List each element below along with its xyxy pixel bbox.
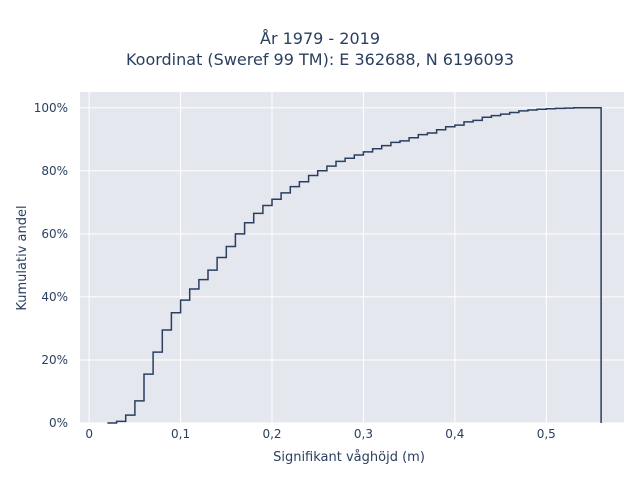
y-tick-label: 40%: [41, 290, 68, 304]
x-tick-label: 0,2: [262, 427, 281, 441]
x-tick-label: 0,3: [354, 427, 373, 441]
x-tick-label: 0,5: [537, 427, 556, 441]
x-tick-label: 0,4: [445, 427, 464, 441]
y-axis-title: Kumulativ andel: [15, 205, 30, 310]
plot-area: [80, 92, 624, 423]
y-tick-label: 60%: [41, 227, 68, 241]
chart-title-line1: År 1979 - 2019: [260, 29, 380, 48]
ecdf-line: [107, 107, 602, 424]
x-axis-title: Signifikant våghöjd (m): [273, 450, 425, 465]
x-tick-label: 0: [85, 427, 93, 441]
x-tick-label: 0,1: [171, 427, 190, 441]
y-axis-ticks: 0% 20% 40% 60% 80% 100%: [34, 101, 68, 430]
x-axis-ticks: 0 0,1 0,2 0,3 0,4 0,5: [85, 427, 556, 441]
grid-lines: [80, 92, 624, 424]
y-tick-label: 0%: [49, 416, 68, 430]
chart-title-line2: Koordinat (Sweref 99 TM): E 362688, N 61…: [125, 50, 515, 69]
y-tick-label: 20%: [41, 353, 68, 367]
y-tick-label: 80%: [41, 164, 68, 178]
y-tick-label: 100%: [34, 101, 68, 115]
